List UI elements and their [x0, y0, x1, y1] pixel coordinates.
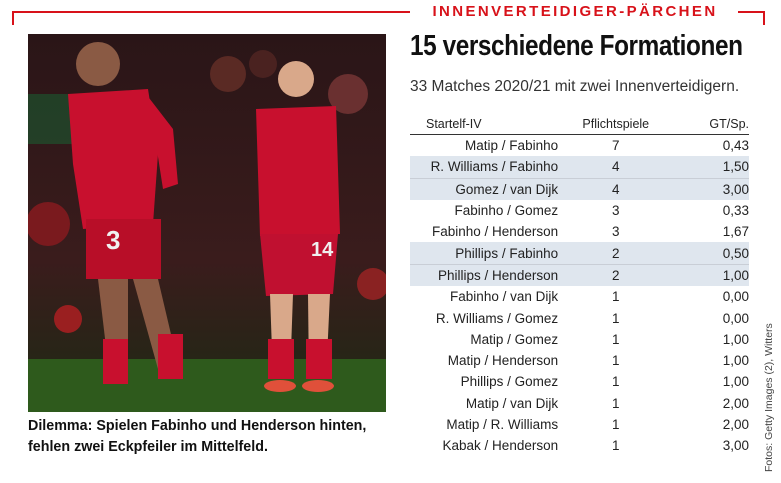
photo-credit: Fotos: Getty Images (2), Witters	[763, 323, 775, 472]
table-row: R. Williams / Gomez 1 0,00	[410, 307, 749, 328]
gt-cell: 0,33	[722, 203, 749, 219]
table-row: Fabinho / Henderson 3 1,67	[410, 221, 749, 242]
header-rule-left	[12, 11, 410, 13]
pair-cell: Fabinho / Henderson	[432, 224, 559, 240]
header-pflichtspiele: Pflichtspiele	[558, 114, 674, 135]
pair-cell: Phillips / Henderson	[410, 264, 559, 287]
header-startelf-iv: Startelf-IV	[410, 114, 559, 135]
gt-cell: 0,00	[722, 289, 749, 305]
pair-cell: R. Williams / Fabinho	[410, 156, 559, 179]
gt-cell: 1,67	[722, 224, 749, 240]
left-player-number: 3	[106, 225, 120, 255]
pair-cell: Matip / R. Williams	[446, 417, 559, 432]
gt-cell: 2,00	[722, 417, 749, 432]
games-cell: 1	[612, 353, 620, 369]
games-cell: 1	[612, 310, 620, 326]
right-player-number: 14	[311, 239, 334, 261]
pair-cell: Matip / Fabinho	[465, 138, 559, 154]
pair-cell: Kabak / Henderson	[442, 438, 559, 454]
games-cell: 3	[612, 203, 620, 219]
pair-cell: Fabinho / van Dijk	[450, 289, 559, 305]
table-row: Matip / Henderson 1 1,00	[410, 350, 749, 371]
games-cell: 1	[612, 395, 620, 411]
games-cell: 2	[558, 264, 674, 287]
table-row: Kabak / Henderson 1 3,00	[410, 435, 749, 456]
pair-cell: Matip / Gomez	[470, 331, 559, 347]
header-rule-right-tick	[763, 11, 765, 25]
games-cell: 1	[612, 417, 620, 432]
table-row: Matip / R. Williams 1 2,00	[410, 414, 749, 435]
gt-cell: 1,00	[722, 331, 749, 347]
pairings-table: Startelf-IV Pflichtspiele GT/Sp. Matip /…	[410, 114, 749, 456]
games-cell: 7	[612, 138, 620, 154]
player-photo: 3 14	[28, 34, 386, 412]
games-cell: 1	[612, 289, 620, 305]
header-gt-sp: GT/Sp.	[673, 114, 749, 135]
games-cell: 2	[558, 242, 674, 265]
section-label: INNENVERTEIDIGER-PÄRCHEN	[432, 3, 718, 20]
gt-cell: 2,00	[722, 395, 749, 411]
games-cell: 1	[612, 374, 620, 390]
table-row: Fabinho / Gomez 3 0,33	[410, 200, 749, 221]
gt-cell: 0,50	[673, 242, 749, 265]
table-row: Matip / van Dijk 1 2,00	[410, 393, 749, 414]
table-row: Matip / Gomez 1 1,00	[410, 329, 749, 350]
table-row: R. Williams / Fabinho 4 1,50	[410, 156, 749, 179]
pair-cell: Matip / van Dijk	[465, 395, 559, 411]
games-cell: 4	[558, 156, 674, 179]
gt-cell: 1,00	[673, 264, 749, 287]
header-rule-left-tick	[12, 11, 14, 25]
games-cell: 4	[558, 178, 674, 200]
table-row: Phillips / Gomez 1 1,00	[410, 371, 749, 392]
gt-cell: 0,00	[722, 310, 749, 326]
gt-cell: 1,00	[722, 374, 749, 390]
gt-cell: 1,00	[722, 353, 749, 369]
table-row: Phillips / Henderson 2 1,00	[410, 264, 749, 287]
subline: 33 Matches 2020/21 mit zwei Innenverteid…	[410, 78, 740, 95]
pair-cell: Gomez / van Dijk	[410, 178, 559, 200]
header-rule-right	[738, 11, 764, 13]
photo-caption: Dilemma: Spielen Fabinho und Henderson h…	[28, 418, 367, 455]
pair-cell: Matip / Henderson	[447, 353, 559, 369]
headline: 15 verschiedene Formationen	[410, 30, 743, 62]
pair-cell: Fabinho / Gomez	[454, 203, 559, 219]
pair-cell: Phillips / Gomez	[460, 374, 559, 390]
table-row: Fabinho / van Dijk 1 0,00	[410, 286, 749, 307]
gt-cell: 3,00	[722, 438, 749, 454]
table-header-row: Startelf-IV Pflichtspiele GT/Sp.	[410, 114, 749, 135]
pair-cell: R. Williams / Gomez	[435, 310, 559, 326]
gt-cell: 1,50	[673, 156, 749, 179]
games-cell: 1	[612, 331, 620, 347]
games-cell: 3	[612, 224, 620, 240]
games-cell: 1	[612, 438, 620, 454]
table-row: Matip / Fabinho 7 0,43	[410, 135, 749, 157]
gt-cell: 3,00	[673, 178, 749, 200]
gt-cell: 0,43	[722, 138, 749, 154]
table-row: Phillips / Fabinho 2 0,50	[410, 242, 749, 265]
pair-cell: Phillips / Fabinho	[410, 242, 559, 265]
table-row: Gomez / van Dijk 4 3,00	[410, 178, 749, 200]
